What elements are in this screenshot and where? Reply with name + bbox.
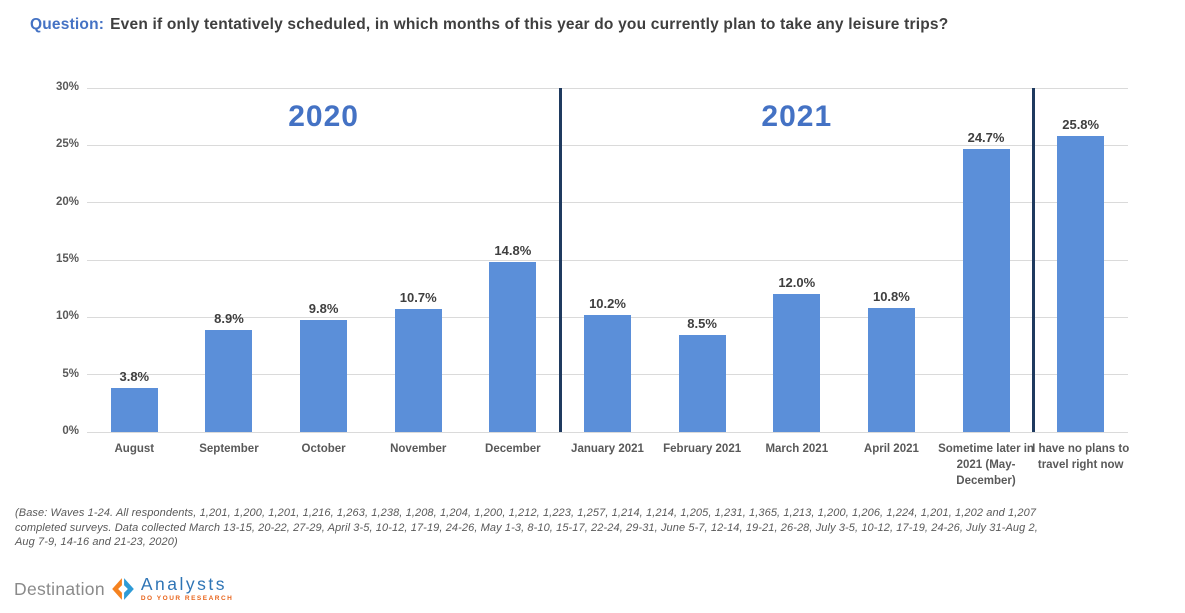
bar-november: [394, 309, 442, 432]
bar-value-label: 8.9%: [214, 310, 244, 326]
bar-value-label: 12.0%: [778, 275, 816, 291]
bar-august: [110, 388, 158, 432]
year-label-2021: 2021: [761, 100, 833, 133]
bar-september: [205, 329, 253, 432]
bar-value-label: 24.7%: [967, 129, 1005, 145]
bar-december: [489, 262, 537, 432]
y-axis-tick-label: 30%: [55, 81, 79, 93]
year-section-divider: [1031, 88, 1035, 432]
bar-value-label: 9.8%: [308, 300, 339, 316]
question-text: Even if only tentatively scheduled, in w…: [110, 16, 949, 33]
category-label: September: [199, 443, 259, 455]
gridline: [87, 202, 1128, 204]
bar-sometime-later-in-2021-may-december-: [962, 148, 1010, 432]
footnote-line: Aug 7-9, 14-16 and 21-23, 2020): [15, 536, 178, 548]
y-axis-tick-label: 25%: [55, 138, 79, 151]
bar-value-label: 10.2%: [589, 296, 626, 312]
bar-value-label: 10.7%: [399, 290, 437, 306]
category-label: December: [485, 443, 541, 455]
category-label: October: [301, 443, 346, 455]
bar-value-label: 25.8%: [1062, 117, 1100, 133]
logo-analysts-text: Analysts: [140, 574, 227, 594]
question-prefix: Question:: [30, 16, 105, 33]
diamond-logo-icon: [112, 578, 134, 600]
bar-value-label: 10.8%: [872, 289, 910, 305]
bar-value-label: 3.8%: [119, 369, 150, 385]
y-axis-tick-label: 10%: [55, 310, 79, 323]
bar-i-have-no-plans-to-travel-right-now: [1057, 136, 1105, 432]
bar-january-2021: [584, 315, 631, 432]
y-axis-tick-label: 5%: [62, 367, 79, 380]
bar-value-label: 14.8%: [494, 243, 532, 259]
bar-april-2021: [867, 308, 915, 432]
footnote-line: (Base: Waves 1-24. All respondents, 1,20…: [15, 507, 1037, 519]
bar-value-label: 8.5%: [687, 315, 717, 331]
question-title: Question: Even if only tentatively schedu…: [30, 16, 1160, 34]
base-footnote: (Base: Waves 1-24. All respondents, 1,20…: [15, 506, 1177, 550]
year-section-divider: [558, 88, 562, 432]
category-label: Sometime later in 2021 (May-December): [938, 443, 1034, 488]
gridline: [87, 259, 1128, 261]
gridline: [87, 87, 1128, 89]
y-axis-tick-label: 15%: [55, 253, 79, 265]
category-label: March 2021: [765, 443, 829, 455]
footnote-line: completed surveys. Data collected March …: [15, 521, 1038, 534]
category-label: February 2021: [663, 443, 742, 455]
category-label: I have no plans to travel right now: [1032, 443, 1130, 472]
category-label: April 2021: [863, 443, 919, 455]
gridline: [87, 431, 1128, 433]
gridline: [87, 144, 1128, 146]
category-label: August: [114, 443, 155, 455]
bar-october: [300, 319, 348, 432]
year-label-2020: 2020: [288, 100, 359, 133]
logo-destination-text: Destination: [14, 578, 105, 599]
destination-analysts-logo: Destination Analysts DO YOUR RESEARCH: [14, 574, 234, 602]
category-label: November: [390, 443, 447, 455]
logo-tagline: DO YOUR RESEARCH: [140, 594, 234, 602]
y-axis-tick-label: 0%: [62, 425, 79, 437]
y-axis-tick-label: 20%: [55, 195, 79, 208]
bar-february-2021: [678, 334, 726, 432]
bar-march-2021: [773, 294, 821, 432]
category-label: January 2021: [571, 443, 644, 455]
